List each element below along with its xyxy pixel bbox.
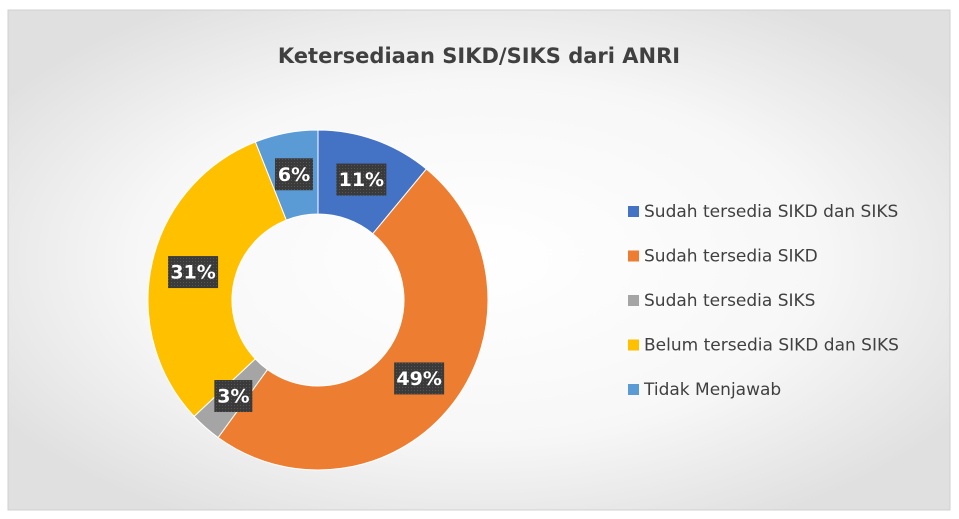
data-label: 3% (217, 386, 249, 408)
legend-label: Sudah tersedia SIKD (644, 247, 818, 267)
legend-label: Sudah tersedia SIKS (644, 291, 815, 311)
data-label-box (168, 256, 219, 289)
legend-swatch (628, 295, 639, 306)
data-label: 31% (170, 262, 215, 284)
data-label-box (214, 380, 253, 413)
data-label: 11% (339, 169, 384, 191)
data-label: 49% (396, 368, 441, 390)
chart-title: Ketersediaan SIKD/SIKS dari ANRI (278, 44, 680, 68)
legend-label: Belum tersedia SIKD dan SIKS (644, 336, 899, 356)
data-label-box (336, 163, 387, 196)
legend-swatch (628, 384, 639, 395)
data-label-box (394, 362, 445, 395)
legend-label: Tidak Menjawab (643, 380, 781, 400)
donut-slice (217, 168, 489, 471)
data-label-box (275, 158, 314, 191)
legend-swatch (628, 250, 639, 262)
data-label: 6% (278, 164, 310, 186)
legend-swatch (628, 339, 639, 351)
legend-swatch (628, 206, 639, 217)
legend-label: Sudah tersedia SIKD dan SIKS (644, 202, 898, 222)
